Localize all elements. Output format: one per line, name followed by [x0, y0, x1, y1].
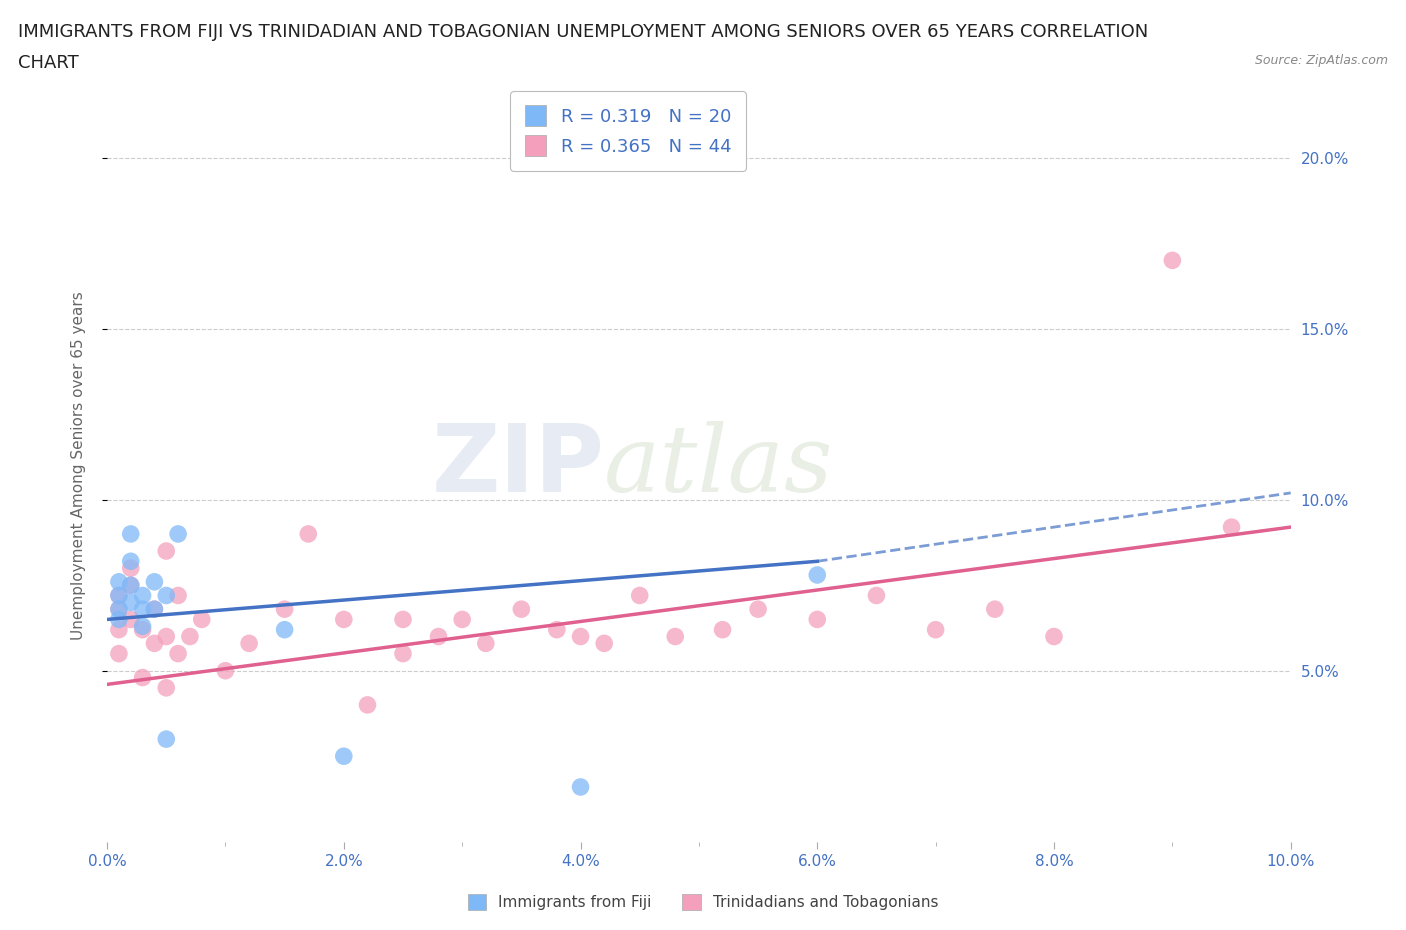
Point — [167, 526, 190, 541]
Point — [155, 732, 177, 747]
Point — [108, 575, 131, 590]
Point — [392, 646, 415, 661]
Point — [131, 622, 153, 637]
Point — [333, 749, 356, 764]
Point — [108, 646, 131, 661]
Point — [191, 612, 214, 627]
Point — [120, 595, 142, 610]
Point — [924, 622, 946, 637]
Point — [356, 698, 378, 712]
Point — [806, 567, 828, 582]
Point — [273, 622, 295, 637]
Text: CHART: CHART — [18, 54, 79, 72]
Point — [108, 588, 131, 603]
Point — [120, 578, 142, 592]
Point — [131, 602, 153, 617]
Legend: Immigrants from Fiji, Trinidadians and Tobagonians: Immigrants from Fiji, Trinidadians and T… — [460, 886, 946, 918]
Point — [131, 588, 153, 603]
Point — [155, 629, 177, 644]
Point — [711, 622, 734, 637]
Point — [333, 612, 356, 627]
Point — [143, 602, 166, 617]
Point — [1161, 253, 1184, 268]
Point — [1220, 520, 1243, 535]
Point — [1043, 629, 1066, 644]
Point — [297, 526, 319, 541]
Point — [155, 681, 177, 696]
Point — [108, 612, 131, 627]
Point — [569, 779, 592, 794]
Point — [984, 602, 1007, 617]
Point — [747, 602, 769, 617]
Point — [108, 602, 131, 617]
Point — [475, 636, 498, 651]
Point — [273, 602, 295, 617]
Point — [120, 554, 142, 569]
Text: Source: ZipAtlas.com: Source: ZipAtlas.com — [1254, 54, 1388, 67]
Y-axis label: Unemployment Among Seniors over 65 years: Unemployment Among Seniors over 65 years — [72, 291, 86, 640]
Point — [120, 561, 142, 576]
Point — [569, 629, 592, 644]
Point — [451, 612, 474, 627]
Text: ZIP: ZIP — [432, 419, 605, 512]
Point — [120, 578, 142, 592]
Point — [865, 588, 887, 603]
Point — [593, 636, 616, 651]
Point — [131, 618, 153, 633]
Point — [120, 612, 142, 627]
Point — [238, 636, 260, 651]
Point — [108, 588, 131, 603]
Text: IMMIGRANTS FROM FIJI VS TRINIDADIAN AND TOBAGONIAN UNEMPLOYMENT AMONG SENIORS OV: IMMIGRANTS FROM FIJI VS TRINIDADIAN AND … — [18, 23, 1149, 41]
Point — [214, 663, 236, 678]
Point — [155, 588, 177, 603]
Point — [120, 526, 142, 541]
Point — [664, 629, 686, 644]
Point — [546, 622, 568, 637]
Point — [143, 575, 166, 590]
Point — [179, 629, 201, 644]
Point — [155, 544, 177, 559]
Point — [427, 629, 450, 644]
Point — [806, 612, 828, 627]
Legend: R = 0.319   N = 20, R = 0.365   N = 44: R = 0.319 N = 20, R = 0.365 N = 44 — [510, 91, 745, 170]
Point — [108, 602, 131, 617]
Point — [167, 588, 190, 603]
Text: atlas: atlas — [605, 420, 834, 511]
Point — [131, 671, 153, 685]
Point — [143, 602, 166, 617]
Point — [392, 612, 415, 627]
Point — [108, 622, 131, 637]
Point — [143, 636, 166, 651]
Point — [628, 588, 651, 603]
Point — [167, 646, 190, 661]
Point — [510, 602, 533, 617]
